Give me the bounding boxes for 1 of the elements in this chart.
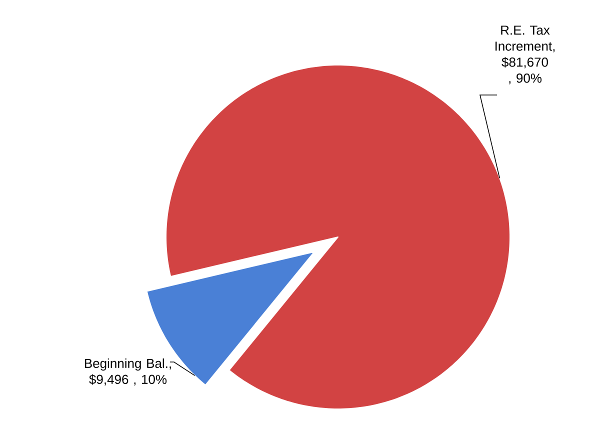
slice-label: R.E. Tax Increment xyxy=(496,26,552,51)
